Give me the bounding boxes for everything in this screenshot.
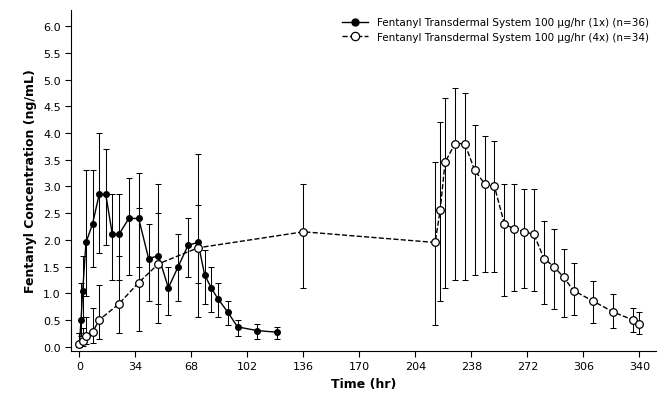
Fentanyl Transdermal System 100 μg/hr (1x) (n=36) <box>155 254 163 259</box>
Legend: Fentanyl Transdermal System 100 μg/hr (1x) (n=36), Fentanyl Transdermal System 1: Fentanyl Transdermal System 100 μg/hr (1… <box>338 14 653 47</box>
Line: Fentanyl Transdermal System 100 μg/hr (1x) (n=36): Fentanyl Transdermal System 100 μg/hr (1… <box>77 192 280 347</box>
Fentanyl Transdermal System 100 μg/hr (4x) (n=34) <box>82 334 90 338</box>
Fentanyl Transdermal System 100 μg/hr (1x) (n=36) <box>273 330 281 335</box>
Fentanyl Transdermal System 100 μg/hr (4x) (n=34) <box>520 230 528 235</box>
Fentanyl Transdermal System 100 μg/hr (1x) (n=36) <box>102 192 110 197</box>
Fentanyl Transdermal System 100 μg/hr (4x) (n=34) <box>436 209 444 213</box>
Fentanyl Transdermal System 100 μg/hr (4x) (n=34) <box>629 318 637 322</box>
Fentanyl Transdermal System 100 μg/hr (1x) (n=36) <box>89 222 97 227</box>
Fentanyl Transdermal System 100 μg/hr (4x) (n=34) <box>540 257 548 261</box>
Fentanyl Transdermal System 100 μg/hr (4x) (n=34) <box>95 318 103 322</box>
Fentanyl Transdermal System 100 μg/hr (1x) (n=36) <box>233 325 241 330</box>
Fentanyl Transdermal System 100 μg/hr (4x) (n=34) <box>550 264 558 269</box>
Fentanyl Transdermal System 100 μg/hr (4x) (n=34) <box>560 275 568 280</box>
Y-axis label: Fentanyl Concentration (ng/mL): Fentanyl Concentration (ng/mL) <box>25 69 37 293</box>
Fentanyl Transdermal System 100 μg/hr (4x) (n=34) <box>299 230 307 235</box>
Fentanyl Transdermal System 100 μg/hr (1x) (n=36) <box>194 241 202 245</box>
Fentanyl Transdermal System 100 μg/hr (1x) (n=36) <box>75 342 83 346</box>
Fentanyl Transdermal System 100 μg/hr (4x) (n=34) <box>79 339 87 344</box>
Fentanyl Transdermal System 100 μg/hr (4x) (n=34) <box>490 184 498 189</box>
Fentanyl Transdermal System 100 μg/hr (1x) (n=36) <box>164 286 172 291</box>
Fentanyl Transdermal System 100 μg/hr (1x) (n=36) <box>184 243 192 248</box>
Fentanyl Transdermal System 100 μg/hr (4x) (n=34) <box>500 222 508 227</box>
Fentanyl Transdermal System 100 μg/hr (1x) (n=36) <box>201 272 209 277</box>
Fentanyl Transdermal System 100 μg/hr (4x) (n=34) <box>570 288 578 293</box>
Fentanyl Transdermal System 100 μg/hr (1x) (n=36) <box>79 288 87 293</box>
Fentanyl Transdermal System 100 μg/hr (4x) (n=34) <box>135 280 143 285</box>
Fentanyl Transdermal System 100 μg/hr (1x) (n=36) <box>135 217 143 221</box>
Fentanyl Transdermal System 100 μg/hr (1x) (n=36) <box>223 310 231 314</box>
Fentanyl Transdermal System 100 μg/hr (1x) (n=36) <box>82 241 90 245</box>
Fentanyl Transdermal System 100 μg/hr (1x) (n=36) <box>253 328 261 333</box>
Fentanyl Transdermal System 100 μg/hr (4x) (n=34) <box>441 160 449 165</box>
Fentanyl Transdermal System 100 μg/hr (4x) (n=34) <box>431 241 439 245</box>
Fentanyl Transdermal System 100 μg/hr (4x) (n=34) <box>510 227 518 232</box>
Fentanyl Transdermal System 100 μg/hr (4x) (n=34) <box>451 142 459 147</box>
Fentanyl Transdermal System 100 μg/hr (1x) (n=36) <box>125 217 133 221</box>
Fentanyl Transdermal System 100 μg/hr (1x) (n=36) <box>213 296 221 301</box>
Fentanyl Transdermal System 100 μg/hr (4x) (n=34) <box>89 330 97 335</box>
Fentanyl Transdermal System 100 μg/hr (1x) (n=36) <box>174 264 182 269</box>
Fentanyl Transdermal System 100 μg/hr (1x) (n=36) <box>95 192 103 197</box>
Fentanyl Transdermal System 100 μg/hr (4x) (n=34) <box>461 142 469 147</box>
Fentanyl Transdermal System 100 μg/hr (1x) (n=36) <box>108 233 116 237</box>
Line: Fentanyl Transdermal System 100 μg/hr (4x) (n=34): Fentanyl Transdermal System 100 μg/hr (4… <box>75 140 643 348</box>
Fentanyl Transdermal System 100 μg/hr (1x) (n=36) <box>145 257 153 261</box>
Fentanyl Transdermal System 100 μg/hr (4x) (n=34) <box>481 182 489 186</box>
Fentanyl Transdermal System 100 μg/hr (4x) (n=34) <box>155 262 163 267</box>
Fentanyl Transdermal System 100 μg/hr (1x) (n=36) <box>207 286 215 291</box>
Fentanyl Transdermal System 100 μg/hr (4x) (n=34) <box>590 299 598 304</box>
Fentanyl Transdermal System 100 μg/hr (1x) (n=36) <box>77 318 85 322</box>
Fentanyl Transdermal System 100 μg/hr (1x) (n=36) <box>115 233 123 237</box>
Fentanyl Transdermal System 100 μg/hr (4x) (n=34) <box>609 310 617 314</box>
Fentanyl Transdermal System 100 μg/hr (4x) (n=34) <box>115 302 123 306</box>
Fentanyl Transdermal System 100 μg/hr (4x) (n=34) <box>636 322 644 327</box>
Fentanyl Transdermal System 100 μg/hr (4x) (n=34) <box>471 168 479 173</box>
Fentanyl Transdermal System 100 μg/hr (4x) (n=34) <box>530 233 538 237</box>
Fentanyl Transdermal System 100 μg/hr (4x) (n=34) <box>75 342 83 346</box>
Fentanyl Transdermal System 100 μg/hr (4x) (n=34) <box>194 246 202 251</box>
X-axis label: Time (hr): Time (hr) <box>331 377 396 390</box>
